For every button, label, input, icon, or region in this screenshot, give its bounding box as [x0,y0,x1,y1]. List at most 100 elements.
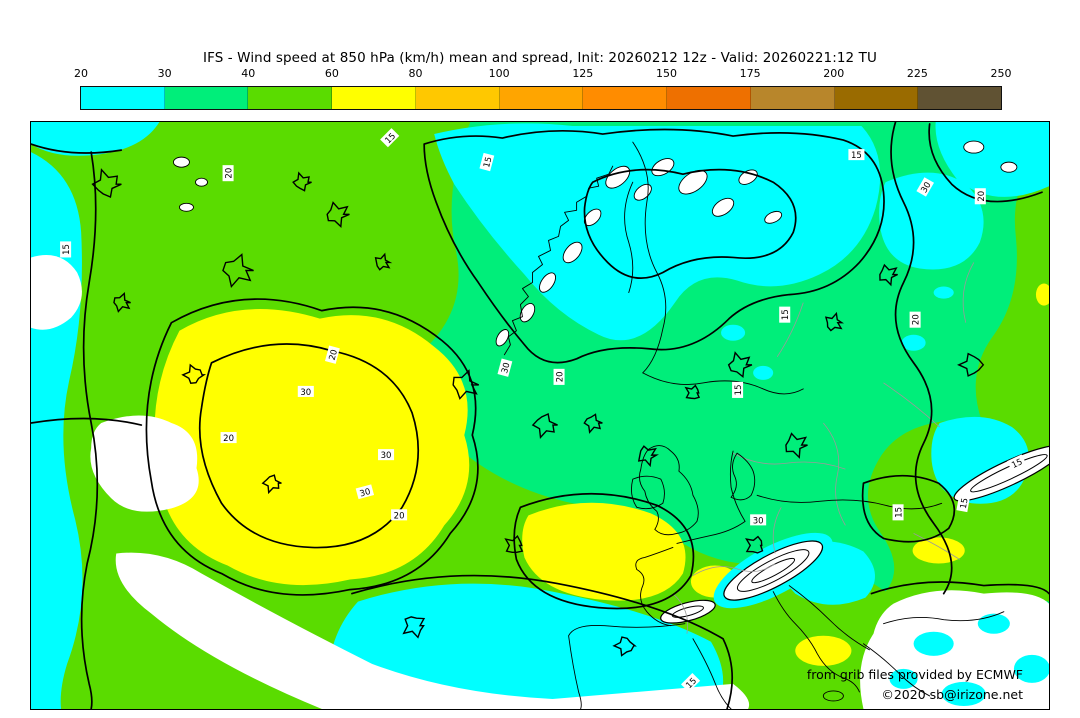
mountain-specks [172,140,1018,347]
colorbar-tick-label: 80 [408,67,423,80]
colorbar-segment [583,87,668,109]
svg-text:30: 30 [359,487,372,499]
map-fill-below-20 [31,254,1049,709]
svg-text:15: 15 [781,309,791,320]
svg-text:15: 15 [482,156,494,169]
colorbar-segment [499,87,584,109]
contour-label: 20 [974,188,987,205]
svg-text:15: 15 [734,384,744,395]
contour-label: 15 [479,152,495,172]
svg-text:20: 20 [328,349,340,362]
small-contour-loops [91,168,985,657]
contour-loop [637,445,659,468]
contour-loop [727,351,753,379]
contour-label: 15 [1007,454,1027,472]
contour-label: 15 [956,494,971,513]
contour-loop [824,311,845,332]
contour-label: 30 [297,385,314,398]
contour-loop [292,171,312,192]
colorbar-tick-label: 200 [823,67,845,80]
contour-loop [612,636,637,657]
contour-label: 15 [848,149,865,161]
contour-label: 30 [497,358,513,377]
colorbar-ticks: 20 30 40 60 80 100 125 150 175 200 225 250 [0,67,1080,81]
svg-text:30: 30 [500,362,512,375]
contour-loop [879,263,898,287]
colorbar-tick-label: 225 [906,67,928,80]
svg-text:20: 20 [912,314,922,325]
contour-loop [531,412,558,439]
contour-label: 20 [553,368,566,385]
colorbar-tick-label: 40 [241,67,256,80]
map-area: 20 15 15 15 20 30 20 30 30 20 30 20 15 15 15 20 30 20 30 15… [30,121,1050,710]
svg-text:30: 30 [753,516,764,526]
contour-loop [504,534,524,553]
colorbar-segment [918,87,1002,109]
contour-loop [222,253,254,289]
contour-label: 20 [220,432,237,444]
colorbar-tick-label: 150 [655,67,677,80]
contour-loop [785,432,808,459]
colorbar-tick-label: 60 [324,67,339,80]
contour-label: 15 [779,306,791,323]
svg-text:30: 30 [381,451,392,461]
colorbar-segment [750,87,835,109]
contour-label: 30 [916,177,934,197]
contour-loop [583,413,603,434]
attribution-copyright: ©2020 sb@irizone.net [881,687,1023,702]
colorbar-segment [332,87,416,109]
contour-loop [452,369,480,400]
svg-text:20: 20 [977,191,987,202]
contour-loop [374,252,393,271]
contour-label: 20 [391,509,408,521]
colorbar-segment [415,87,500,109]
contour-label: 15 [732,381,744,398]
country-borders [672,262,975,634]
map-svg: 20 15 15 15 20 30 20 30 30 20 30 20 15 15 15 20 30 20 30 15… [31,122,1049,709]
svg-text:30: 30 [300,388,311,398]
contour-loop [181,363,207,384]
contour-label: 20 [325,345,340,364]
contour-label: 20 [909,311,922,328]
contour-loop [91,168,122,199]
colorbar-segment [834,87,919,109]
coastlines [503,141,1005,709]
colorbar-segment [164,87,249,109]
contour-loop [261,474,282,495]
spread-contours [31,122,1049,709]
colorbar-tick-label: 100 [488,67,510,80]
colorbar-segment [81,87,165,109]
attribution-source: from grib files provided by ECMWF [806,667,1023,682]
svg-text:15: 15 [62,244,72,255]
contour-loop [745,535,764,554]
colorbar-tick-label: 175 [739,67,761,80]
contour-label: 20 [222,165,235,182]
contour-label: 30 [355,484,375,499]
contour-loop [957,352,985,377]
page-title: IFS - Wind speed at 850 hPa (km/h) mean … [203,50,877,66]
alps-low-wind [660,444,1049,624]
colorbar-tick-label: 20 [74,67,88,80]
colorbar-tick-label: 30 [157,67,172,80]
colorbar-tick-label: 250 [990,67,1012,80]
svg-text:20: 20 [556,371,566,382]
contour-label: 30 [750,514,767,526]
colorbar-segment [248,87,333,109]
contour-loop [113,291,131,313]
svg-text:15: 15 [895,507,905,518]
svg-text:20: 20 [394,511,405,521]
svg-text:15: 15 [1010,457,1024,471]
svg-text:30: 30 [919,181,933,195]
colorbar-bar [80,86,1002,110]
contour-labels: 20 15 15 15 20 30 20 30 30 20 30 20 15 15 15 20 30 20 30 15… [60,128,1027,693]
svg-text:20: 20 [223,434,234,444]
colorbar-tick-label: 125 [572,67,594,80]
contour-loop [684,384,701,400]
svg-text:20: 20 [225,168,235,179]
contour-label: 15 [60,241,72,258]
svg-text:15: 15 [959,497,971,509]
svg-text:15: 15 [851,151,862,161]
contour-label: 15 [892,504,905,521]
contour-loop [402,616,426,639]
colorbar-segment [667,87,751,109]
